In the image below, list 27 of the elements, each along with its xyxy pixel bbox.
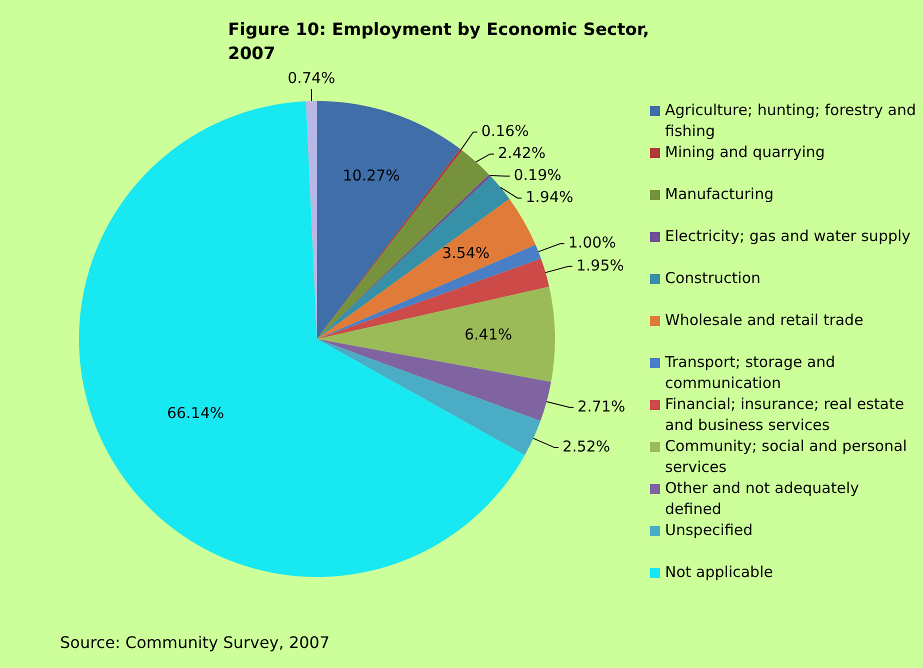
legend-label: Mining and quarrying [665, 142, 825, 163]
data-label: 66.14% [166, 404, 224, 422]
legend-label: Community; social and personal services [665, 436, 908, 478]
data-label: 0.74% [288, 68, 336, 87]
legend-label: Agriculture; hunting; forestry and fishing [665, 100, 917, 142]
data-label: 6.41% [464, 325, 512, 344]
legend-label: Other and not adequately defined [665, 478, 860, 520]
data-label: 1.95% [576, 256, 624, 274]
legend-label: Financial; insurance; real estate and business services [665, 394, 906, 436]
data-label: 2.52% [562, 437, 610, 456]
source-note: Source: Community Survey, 2007 [60, 633, 330, 652]
legend-label: Wholesale and retail trade [665, 310, 864, 331]
data-label: 0.16% [481, 122, 529, 140]
data-label: 1.00% [568, 234, 616, 252]
data-label: 10.27% [342, 166, 400, 184]
data-label: 3.54% [442, 244, 490, 262]
data-label: 2.42% [498, 144, 546, 162]
chart-title: Figure 10: Employment by Economic Sector, 2007 [228, 19, 650, 66]
legend-label: Transport; storage and communication [665, 352, 836, 394]
data-label: 2.71% [578, 397, 626, 416]
legend-label: Unspecified [665, 520, 753, 541]
legend-label: Construction [665, 268, 761, 289]
legend-label: Not applicable [665, 562, 773, 583]
legend-label: Manufacturing [665, 184, 774, 205]
data-label: 1.94% [526, 188, 574, 206]
data-label: 0.19% [514, 166, 562, 184]
legend-label: Electricity; gas and water supply [665, 226, 911, 247]
